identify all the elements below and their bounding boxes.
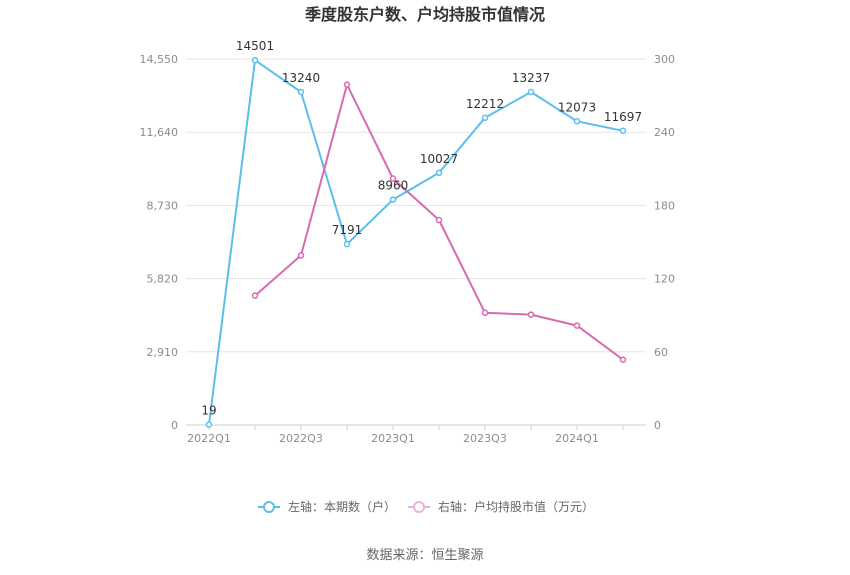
- legend-marker-right-series: [413, 501, 425, 513]
- data-label: 12073: [558, 100, 596, 114]
- series-point-right: [251, 292, 259, 299]
- series-point-right: [343, 81, 351, 88]
- series-point-left: [251, 56, 259, 64]
- right-axis-tick-label: 300: [654, 53, 675, 66]
- series-point-right: [481, 309, 489, 317]
- x-axis-tick-label: 2024Q1: [555, 432, 599, 445]
- series-point-left: [389, 196, 397, 203]
- series-point-right: [297, 252, 305, 259]
- left-axis-tick-label: 0: [171, 419, 178, 432]
- series-layer: [205, 56, 627, 428]
- right-axis-tick-label: 180: [654, 199, 675, 212]
- data-label: 10027: [420, 152, 458, 166]
- series-point-left: [343, 240, 351, 248]
- right-axis-tick-label: 120: [654, 273, 675, 286]
- series-point-right: [619, 356, 627, 363]
- data-labels: 19 14501 13240 7191 8960 10027 12212 13237 12073…: [201, 39, 642, 417]
- left-axis-ticks: 0 2,910 5,820 8,730 11,640 14,550: [140, 53, 179, 432]
- left-axis-tick-label: 8,730: [147, 199, 179, 212]
- data-label: 8960: [378, 179, 409, 193]
- x-axis: 2022Q1 2022Q3 2023Q1 2023Q3 2024Q1: [186, 424, 646, 445]
- x-axis-tick-label: 2022Q1: [187, 432, 231, 445]
- data-label: 13237: [512, 71, 550, 85]
- data-label: 13240: [282, 71, 320, 85]
- x-axis-tick-label: 2023Q1: [371, 432, 415, 445]
- series-point-right: [573, 322, 581, 329]
- legend-label-left-series: 左轴：本期数（户）: [288, 499, 396, 514]
- series-point-left: [619, 127, 627, 135]
- series-line-left: [208, 59, 624, 425]
- right-axis-tick-label: 240: [654, 126, 675, 139]
- chart-title: 季度股东户数、户均持股市值情况: [304, 5, 545, 24]
- x-axis-tick-label: 2022Q3: [279, 432, 323, 445]
- left-axis-tick-label: 11,640: [140, 126, 179, 139]
- left-axis-tick-label: 14,550: [140, 53, 179, 66]
- legend-item-right-series[interactable]: 右轴：户均持股市值（万元）: [408, 499, 594, 514]
- source-note: 数据来源：恒生聚源: [366, 548, 483, 563]
- series-point-left: [481, 114, 489, 122]
- series-point-right: [527, 311, 535, 318]
- data-label: 19: [201, 404, 216, 418]
- data-label: 14501: [236, 39, 274, 53]
- right-axis-tick-label: 0: [654, 419, 661, 432]
- left-axis-tick-label: 5,820: [147, 273, 179, 286]
- series-point-left: [527, 88, 535, 96]
- legend-label-right-series: 右轴：户均持股市值（万元）: [438, 499, 594, 514]
- x-axis-tick-label: 2023Q3: [463, 432, 507, 445]
- grid-lines: [186, 58, 646, 353]
- left-axis-tick-label: 2,910: [147, 346, 179, 359]
- data-label: 11697: [604, 110, 642, 124]
- right-axis-tick-label: 60: [654, 346, 668, 359]
- data-label: 12212: [466, 97, 504, 111]
- legend-marker-left-series: [263, 501, 275, 513]
- right-axis-ticks: 0 60 120 180 240 300: [654, 53, 675, 432]
- data-label: 7191: [332, 223, 363, 237]
- series-point-left: [297, 88, 305, 96]
- series-point-right: [435, 216, 443, 224]
- series-point-right: [389, 175, 397, 182]
- series-point-left: [205, 421, 213, 428]
- series-point-left: [573, 118, 581, 125]
- series-point-left: [435, 169, 443, 177]
- legend: 左轴：本期数（户） 右轴：户均持股市值（万元）: [258, 499, 594, 514]
- legend-item-left-series[interactable]: 左轴：本期数（户）: [258, 499, 396, 514]
